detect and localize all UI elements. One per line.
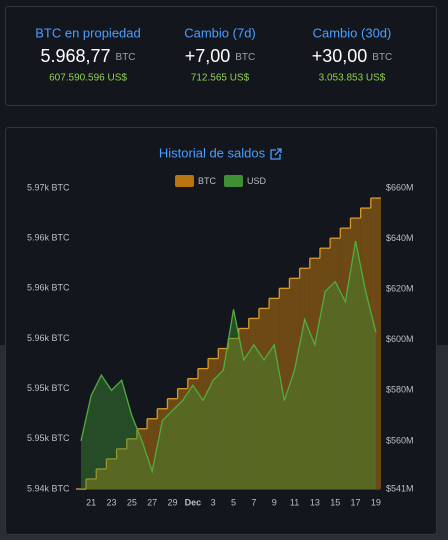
stat-value-line: +7,00 BTC	[185, 46, 256, 66]
y2-tick-label: $541M	[386, 483, 414, 493]
btc-area-step	[208, 358, 219, 489]
x-tick-label: 23	[106, 497, 116, 507]
stat-label: BTC en propiedad	[35, 25, 141, 40]
x-tick-label: 9	[272, 497, 277, 507]
x-tick-label: 29	[168, 497, 178, 507]
btc-area-step	[289, 278, 300, 489]
btc-area-step	[177, 388, 188, 489]
btc-area-step	[279, 288, 290, 489]
stat-value-line: +30,00 BTC	[312, 46, 393, 66]
legend-swatch	[224, 175, 243, 187]
btc-area-step	[197, 368, 209, 489]
stats: BTC en propiedad 5.968,77 BTC 607.590.596 U…	[35, 25, 392, 83]
y2-tick-label: $560M	[386, 435, 414, 445]
x-tick-label: 7	[251, 497, 256, 507]
btc-area-step	[360, 208, 371, 490]
y-tick-label: 5.96k BTC	[27, 233, 70, 243]
stat-unit: BTC	[372, 52, 392, 63]
usd-line	[80, 240, 377, 474]
x-tick-label: 5	[231, 497, 236, 507]
x-tick-label: 21	[86, 497, 96, 507]
y-tick-label: 5.96k BTC	[27, 333, 70, 343]
stat-unit: BTC	[235, 52, 255, 63]
stat-usd: 712.565 US$	[191, 73, 250, 84]
x-tick-label: Dec	[185, 497, 202, 507]
legend-label: BTC	[198, 176, 217, 186]
external-link-icon[interactable]	[270, 148, 282, 160]
x-tick-label: 17	[351, 497, 361, 507]
y-tick-label: 5.95k BTC	[27, 433, 70, 443]
btc-area-step	[330, 238, 341, 489]
stats-card	[5, 6, 437, 106]
y2-tick-label: $580M	[386, 385, 414, 395]
btc-area-step	[248, 318, 259, 489]
btc-area-step	[350, 218, 361, 489]
btc-area-step	[218, 348, 229, 489]
y2-tick-label: $620M	[386, 284, 414, 294]
y-tick-label: 5.95k BTC	[27, 383, 70, 393]
x-tick-label: 19	[371, 497, 381, 507]
btc-area-step	[167, 398, 178, 489]
stat-unit: BTC	[116, 52, 136, 63]
btc-area-step	[340, 228, 351, 489]
btc-area-step	[136, 428, 148, 489]
y2-tick-label: $640M	[386, 233, 414, 243]
btc-area-step	[126, 438, 137, 489]
chart-title[interactable]: Historial de saldos	[159, 145, 266, 160]
stat-usd: 3.053.853 US$	[319, 73, 386, 84]
btc-area-step	[228, 338, 239, 489]
btc-area-step	[319, 248, 331, 489]
stat-value-line: 5.968,77 BTC	[40, 46, 135, 66]
x-tick-label: 25	[127, 497, 137, 507]
plot: 5.97k BTC 5.96k BTC 5.96k BTC 5.96k BTC 5.95…	[27, 175, 414, 507]
legend-swatch	[175, 175, 194, 187]
usd-area	[81, 241, 376, 489]
btc-area-step	[86, 478, 97, 489]
btc-area-step	[370, 198, 381, 490]
btc-area-step	[106, 458, 117, 489]
stat-label: Cambio (30d)	[313, 25, 392, 40]
y-tick-label: 5.97k BTC	[27, 182, 70, 192]
btc-area-step	[157, 408, 168, 489]
btc-area-step	[96, 468, 107, 489]
btc-area-step	[187, 378, 198, 489]
btc-area-step	[147, 418, 158, 489]
x-tick-label: 11	[290, 497, 299, 507]
btc-area-step	[238, 328, 249, 489]
y-tick-label: 5.94k BTC	[27, 483, 70, 493]
x-tick-label: 3	[211, 497, 216, 507]
btc-area-step	[309, 258, 320, 489]
legend-label: USD	[247, 176, 267, 186]
stat-value: +30,00	[312, 46, 368, 66]
x-tick-label: 13	[310, 497, 320, 507]
x-tick-label: 15	[330, 497, 340, 507]
btc-area-step	[116, 448, 127, 489]
y2-tick-label: $660M	[386, 182, 414, 192]
stat-label: Cambio (7d)	[184, 25, 256, 40]
btc-area-step	[269, 298, 280, 489]
stat-value: 5.968,77	[40, 46, 110, 66]
y-tick-label: 5.96k BTC	[27, 283, 70, 293]
stat-value: +7,00	[185, 46, 231, 66]
y2-tick-label: $600M	[386, 334, 414, 344]
x-tick-label: 27	[147, 497, 157, 507]
btc-area-step	[258, 308, 270, 489]
stat-usd: 607.590.596 US$	[49, 73, 127, 84]
btc-area-step	[299, 268, 310, 489]
